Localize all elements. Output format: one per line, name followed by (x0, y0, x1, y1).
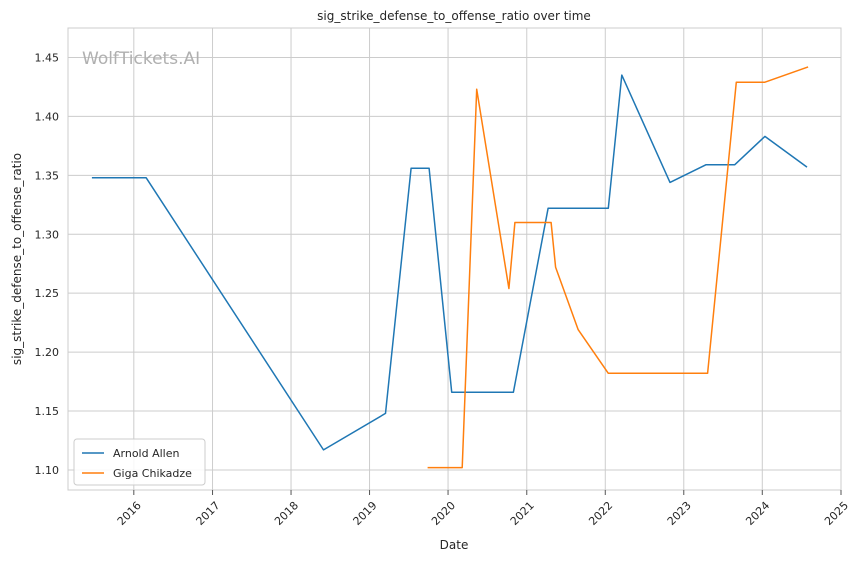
y-tick-label: 1.25 (35, 287, 60, 300)
series-line-giga-chikadze (427, 66, 809, 469)
series-layer (91, 66, 809, 469)
watermark: WolfTickets.AI (82, 49, 200, 69)
x-tick-label: 2016 (115, 499, 144, 528)
x-tick-label: 2017 (194, 499, 223, 528)
x-tick-label: 2024 (743, 499, 772, 528)
x-tick-label: 2018 (272, 499, 301, 528)
x-tick-label: 2020 (429, 499, 458, 528)
y-axis-title: sig_strike_defense_to_offense_ratio (10, 153, 24, 365)
x-axis-ticks: 2016 2017 2018 2019 2020 2021 2022 2023 2024 2025 (115, 490, 851, 528)
plot-area (67, 27, 842, 491)
x-axis-title: Date (440, 538, 469, 552)
y-axis-ticks: 1.10 1.15 1.20 1.25 1.30 1.35 1.40 1.45 (35, 51, 60, 477)
x-tick-label: 2023 (665, 499, 694, 528)
x-tick-label: 2019 (351, 499, 380, 528)
x-tick-label: 2022 (586, 499, 615, 528)
y-tick-label: 1.35 (35, 169, 60, 182)
grid-lines (68, 28, 842, 490)
x-tick-label: 2025 (822, 499, 851, 528)
x-tick-label: 2021 (508, 499, 537, 528)
y-tick-label: 1.30 (35, 228, 60, 241)
y-tick-label: 1.15 (35, 405, 60, 418)
legend: Arnold Allen Giga Chikadze (73, 438, 206, 486)
legend-box (73, 438, 206, 486)
y-tick-label: 1.45 (35, 51, 60, 64)
legend-label-arnold-allen: Arnold Allen (113, 447, 179, 460)
chart-title: sig_strike_defense_to_offense_ratio over… (317, 9, 591, 23)
y-tick-label: 1.20 (35, 346, 60, 359)
y-tick-label: 1.10 (35, 464, 60, 477)
y-tick-label: 1.40 (35, 110, 60, 123)
series-line-arnold-allen (91, 74, 808, 451)
legend-label-giga-chikadze: Giga Chikadze (113, 467, 192, 480)
